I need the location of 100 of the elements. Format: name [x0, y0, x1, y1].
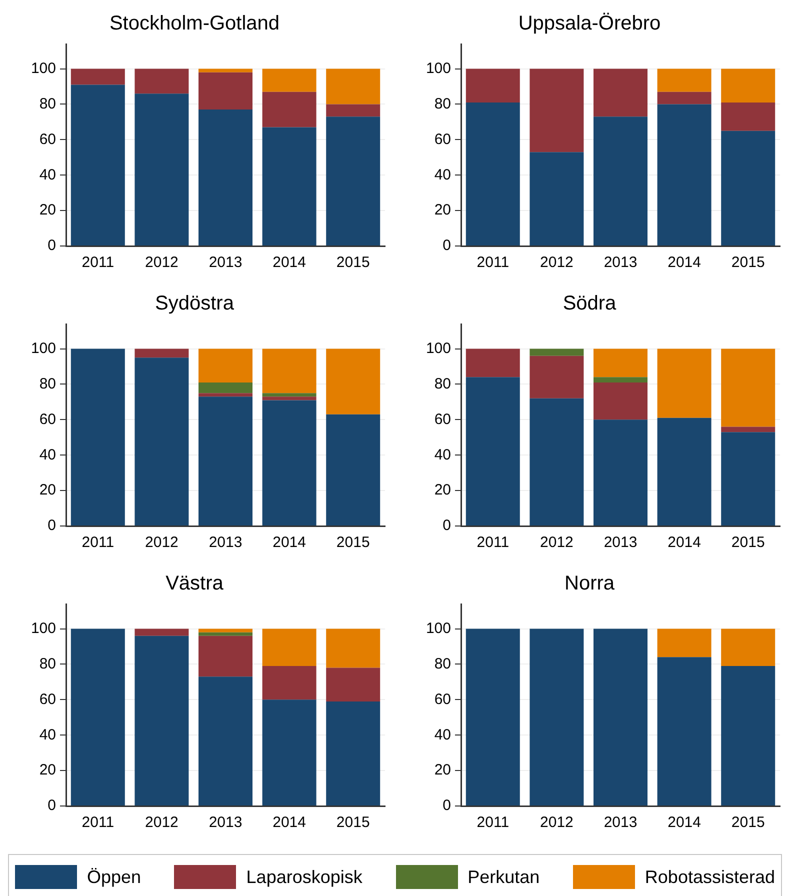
bar [70, 628, 125, 806]
bar [326, 628, 380, 668]
y-tick-label: 100 [426, 340, 451, 357]
x-tick-label: 2015 [336, 254, 370, 272]
bar [466, 68, 520, 102]
bar [198, 636, 252, 677]
bar [594, 116, 648, 246]
y-tick-label: 100 [426, 620, 451, 637]
x-tick-label: 2011 [476, 814, 510, 832]
x-tick-label: 2011 [476, 534, 510, 552]
x-tick-label: 2012 [540, 534, 574, 552]
y-tick-label: 0 [48, 237, 56, 254]
bar [466, 348, 520, 378]
bar [134, 348, 189, 358]
x-tick-label: 2015 [731, 534, 765, 552]
bar [326, 668, 380, 702]
x-tick-label: 2015 [336, 814, 370, 832]
bar [262, 127, 316, 246]
y-tick-label: 0 [442, 517, 451, 534]
chart-title: Sydöstra [155, 292, 235, 315]
bar [262, 68, 316, 92]
bar [530, 356, 584, 398]
bar [721, 68, 776, 102]
bar [198, 72, 252, 110]
y-tick-label: 80 [39, 95, 56, 112]
x-tick-label: 2011 [82, 814, 114, 832]
bar [326, 104, 380, 117]
bar [594, 382, 648, 420]
bar [198, 110, 252, 246]
bar [262, 628, 316, 666]
y-tick-label: 100 [426, 60, 451, 77]
y-tick-label: 40 [434, 446, 451, 464]
y-tick-label: 80 [39, 375, 56, 392]
y-tick-label: 100 [30, 620, 56, 637]
bar [262, 393, 316, 397]
x-tick-label: 2012 [145, 254, 178, 272]
bar [70, 84, 125, 246]
bar [657, 68, 712, 92]
x-tick-label: 2013 [208, 254, 242, 272]
bar [262, 400, 316, 526]
bar [198, 396, 252, 526]
y-tick-label: 0 [442, 797, 451, 814]
x-tick-label: 2015 [336, 534, 370, 552]
y-tick-label: 80 [434, 375, 451, 392]
chart-title: Norra [564, 572, 616, 595]
bar [657, 628, 712, 658]
bar [70, 348, 125, 526]
y-tick-label: 20 [39, 762, 56, 779]
x-tick-label: 2011 [82, 254, 114, 272]
y-tick-label: 40 [39, 726, 56, 744]
x-tick-label: 2012 [145, 814, 178, 832]
bar [262, 396, 316, 400]
bar [326, 701, 380, 806]
bar [594, 628, 648, 806]
bar [134, 94, 189, 246]
bar [657, 657, 712, 806]
y-tick-label: 60 [39, 130, 56, 148]
x-tick-label: 2013 [208, 814, 242, 832]
bar [530, 68, 584, 152]
bar [657, 92, 712, 104]
y-tick-label: 0 [48, 517, 56, 534]
bar [466, 628, 520, 806]
chart-title: Södra [562, 292, 618, 315]
y-tick-label: 80 [434, 655, 451, 672]
y-tick-label: 60 [434, 130, 451, 148]
y-tick-label: 0 [48, 797, 56, 814]
bar [594, 68, 648, 117]
y-tick-label: 40 [434, 726, 451, 744]
x-tick-label: 2014 [272, 534, 306, 552]
bar [134, 628, 189, 636]
y-tick-label: 80 [434, 95, 451, 112]
y-tick-label: 60 [39, 410, 56, 428]
bar [657, 418, 712, 526]
bar [657, 104, 712, 246]
legend-label: Perkutan [468, 866, 540, 888]
bar [262, 666, 316, 700]
x-tick-label: 2014 [668, 254, 701, 272]
y-tick-label: 0 [442, 237, 451, 254]
x-tick-label: 2014 [668, 534, 701, 552]
bar [721, 426, 776, 432]
bar [594, 420, 648, 526]
bar [721, 666, 776, 806]
bar [134, 358, 189, 526]
x-tick-label: 2012 [145, 534, 178, 552]
y-tick-label: 100 [30, 340, 56, 357]
bar [134, 68, 189, 94]
bar [198, 68, 252, 72]
bar [198, 632, 252, 636]
chart-title: Uppsala-Örebro [518, 12, 661, 35]
bar [721, 130, 776, 246]
chart-title: Stockholm-Gotland [109, 12, 280, 35]
x-tick-label: 2011 [476, 254, 510, 272]
legend-label: Laparoskopisk [246, 866, 362, 888]
bar [721, 432, 776, 526]
bar [262, 348, 316, 394]
y-tick-label: 20 [39, 202, 56, 219]
legend-label: Öppen [87, 866, 142, 888]
y-tick-label: 60 [434, 690, 451, 708]
y-tick-label: 40 [434, 166, 451, 184]
bar [198, 628, 252, 632]
